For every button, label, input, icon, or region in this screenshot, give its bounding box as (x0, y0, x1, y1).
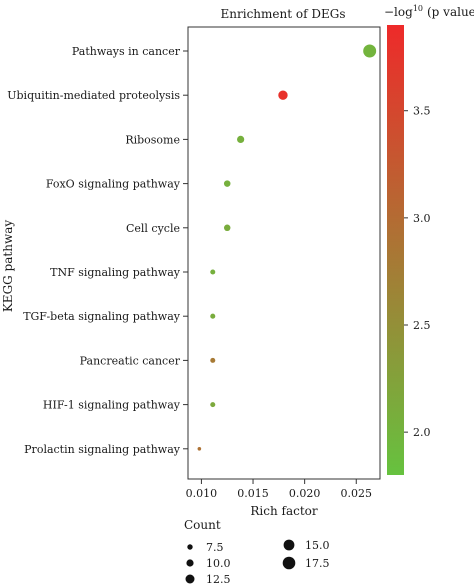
size-legend-marker (185, 574, 195, 584)
y-tick-label: Ubiquitin-mediated proteolysis (7, 89, 180, 102)
y-tick-label: TNF signaling pathway (50, 266, 181, 279)
size-legend-label: 12.5 (206, 573, 231, 586)
y-tick-label: Ribosome (125, 133, 180, 146)
y-tick-label: FoxO signaling pathway (46, 178, 181, 191)
data-point (197, 447, 202, 451)
size-legend-marker (283, 539, 295, 551)
y-axis-ticks (183, 50, 188, 450)
x-tick-label: 0.010 (186, 487, 218, 500)
x-tick-label: 0.015 (237, 487, 269, 500)
size-legend-marker (186, 559, 194, 567)
x-tick-label: 0.025 (341, 487, 373, 500)
data-point (223, 224, 231, 232)
data-point (210, 357, 216, 363)
y-tick-label: Prolactin signaling pathway (24, 443, 181, 456)
chart-title: Enrichment of DEGs (221, 7, 346, 21)
colorbar-label: −log10(p value) (384, 4, 474, 19)
data-point (210, 402, 216, 408)
data-point (363, 44, 377, 58)
colorbar-label-p: (p value) (427, 5, 474, 19)
colorbar-tick-label: 3.0 (413, 212, 431, 225)
size-legend-label: 7.5 (206, 541, 224, 554)
size-legend-label: 10.0 (206, 557, 231, 570)
x-axis-label: Rich factor (250, 504, 318, 518)
y-axis-label: KEGG pathway (1, 220, 15, 313)
size-legend-marker (282, 556, 296, 570)
y-tick-label: TGF-beta signaling pathway (23, 310, 181, 323)
size-legend-title: Count (184, 518, 221, 532)
x-axis-ticks (200, 479, 357, 484)
colorbar (387, 25, 404, 475)
y-tick-label: Cell cycle (126, 222, 180, 235)
colorbar-tick-label: 2.5 (413, 319, 431, 332)
size-legend-label: 17.5 (305, 557, 330, 570)
data-point (237, 135, 245, 143)
size-legend: 7.5 10.0 12.5 15.0 17.5 (185, 539, 330, 586)
size-legend-marker (187, 544, 193, 550)
colorbar-ticks: 2.0 2.5 3.0 3.5 (404, 105, 431, 439)
data-point (223, 180, 231, 187)
colorbar-tick-label: 3.5 (413, 105, 431, 118)
data-point (210, 313, 216, 319)
x-axis-labels: 0.010 0.015 0.020 0.025 (186, 487, 372, 500)
y-tick-label: Pathways in cancer (72, 45, 181, 58)
y-axis-labels: Pathways in cancer Ubiquitin-mediated pro… (7, 45, 181, 456)
x-tick-label: 0.020 (289, 487, 321, 500)
plot-area (187, 26, 381, 480)
y-tick-label: HIF-1 signaling pathway (43, 399, 181, 412)
data-points (197, 44, 377, 451)
colorbar-tick-label: 2.0 (413, 426, 431, 439)
data-point (278, 90, 288, 100)
size-legend-label: 15.0 (305, 539, 330, 552)
y-tick-label: Pancreatic cancer (80, 354, 181, 367)
data-point (210, 269, 216, 275)
